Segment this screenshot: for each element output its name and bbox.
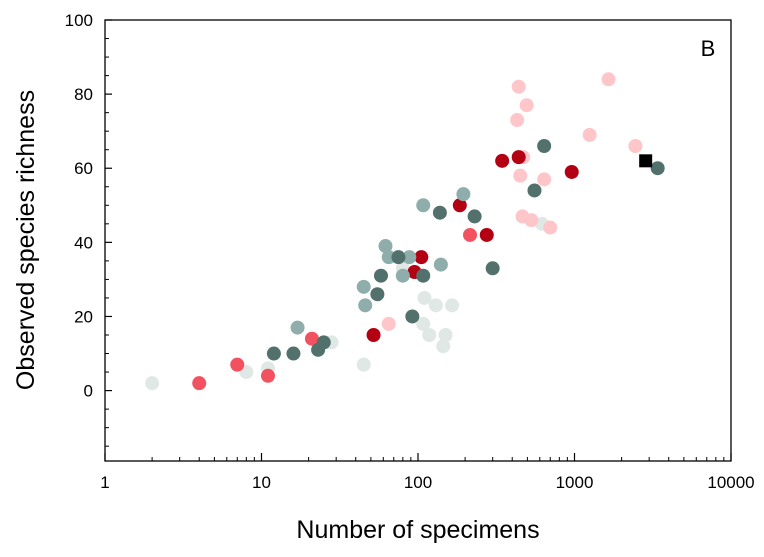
data-point [433,257,448,272]
data-point [582,127,597,142]
data-point [356,279,371,294]
data-point [650,161,665,176]
y-axis-title: Observed species richness [12,90,40,390]
y-tick-label: 80 [74,85,93,104]
data-point [260,368,275,383]
data-point [456,187,471,202]
data-point [445,298,460,313]
data-point [381,250,396,265]
plot-frame [104,19,732,462]
data-point [266,346,281,361]
data-point [452,198,467,213]
data-point [495,153,510,168]
data-point [358,298,373,313]
data-point [628,139,643,153]
data-point [537,172,552,187]
data-points-layer [145,72,665,391]
data-point [230,357,245,372]
data-point [463,227,478,242]
x-tick-label: 10 [252,473,271,492]
data-point [290,320,305,335]
data-point [485,261,500,276]
x-tick-label: 10000 [707,473,754,492]
data-point [513,168,528,183]
y-tick-label: 40 [74,233,93,252]
x-tick-label: 1 [100,473,109,492]
data-point [316,335,331,350]
data-point [391,250,406,265]
data-point [366,328,381,342]
y-tick-label: 0 [84,382,93,401]
data-point [436,339,451,354]
data-point [511,150,526,165]
data-point [381,316,396,331]
data-point [145,376,160,391]
data-point [356,357,371,372]
data-point [438,328,453,342]
data-point [432,205,447,220]
data-point [395,268,410,283]
data-point [370,287,385,302]
data-point [286,346,301,361]
data-point [519,98,534,113]
panel-label: B [701,36,716,61]
data-point [479,227,494,242]
y-tick-label: 100 [65,11,93,30]
data-point [414,250,429,265]
x-axis-title: Number of specimens [296,516,539,544]
data-point [467,209,482,224]
x-tick-label: 100 [404,473,432,492]
y-tick-label: 20 [74,307,93,326]
data-point [405,309,420,324]
data-point [601,72,616,87]
data-point [543,220,558,235]
data-point-square [639,154,653,168]
data-point [416,268,431,283]
data-point [416,198,431,213]
data-point [510,113,525,128]
data-point [416,316,431,331]
data-point [378,239,393,254]
data-point [537,139,552,153]
x-tick-label: 1000 [556,473,594,492]
data-point [511,79,526,94]
data-point [422,328,437,342]
data-point [417,290,432,305]
y-tick-label: 60 [74,159,93,178]
data-point [192,376,207,391]
data-point [524,213,539,228]
data-point [402,250,417,265]
data-point [373,268,388,283]
data-point [428,298,443,313]
data-point [304,331,319,346]
data-point [527,183,542,198]
axes-layer: 1 10 100 1000 10000 0 20 40 60 80 100 [65,11,755,492]
data-point [564,164,579,179]
